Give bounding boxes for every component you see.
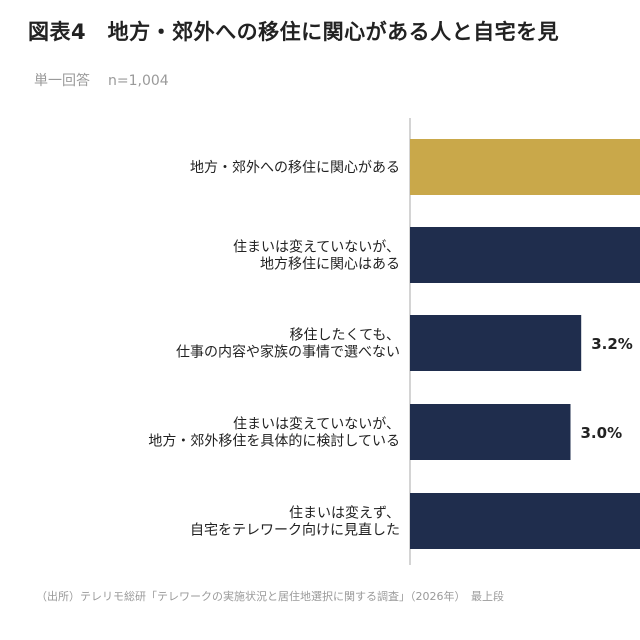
category-label: 住まいは変えていないが、地方・郊外移住を具体的に検討している (148, 416, 400, 450)
sample-size-label: n=1,004 (108, 73, 169, 89)
chart-subtitle: 単一回答 n=1,004 (34, 70, 169, 90)
answer-type-label: 単一回答 (34, 73, 90, 89)
category-label: 移住したくても、仕事の内容や家族の事情で選べない (176, 328, 400, 361)
source-note: （出所）テレリモ総研「テレワークの実施状況と居住地選択に関する調査」（2026年… (36, 590, 504, 603)
value-label: 3.2% (591, 335, 633, 353)
bar (410, 139, 640, 195)
category-label: 住まいは変えず、自宅をテレワーク向けに見直した (190, 505, 400, 539)
category-label: 地方・郊外への移住に関心がある (190, 159, 400, 176)
value-label: 3.0% (581, 424, 623, 442)
category-label: 住まいは変えていないが、地方移住に関心はある (233, 239, 400, 273)
bar (410, 227, 640, 283)
chart-title: 図表4 地方・郊外への移住に関心がある人と自宅を見 (28, 20, 560, 44)
bar (410, 404, 571, 460)
bar (410, 493, 640, 549)
bar (410, 315, 582, 371)
